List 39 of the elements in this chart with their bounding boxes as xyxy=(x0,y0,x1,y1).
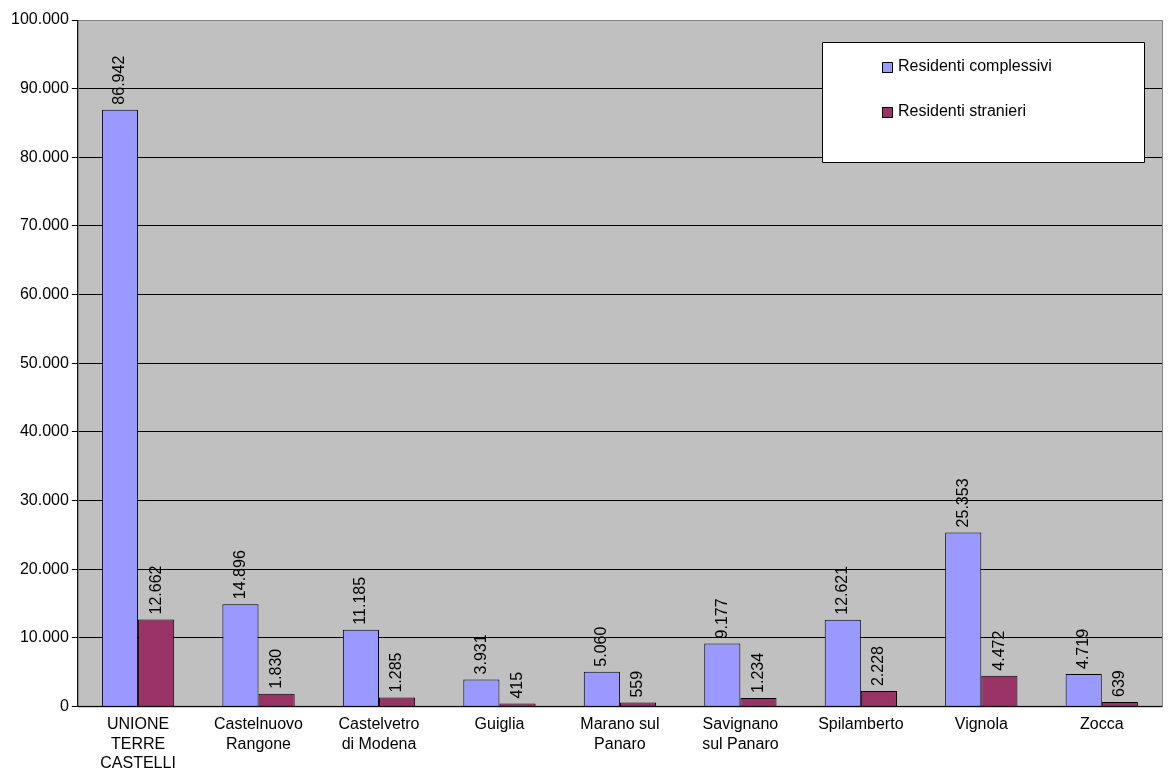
x-tick-label: Zocca xyxy=(1079,715,1124,733)
y-tick-label: 50.000 xyxy=(19,353,69,371)
data-label: 1.830 xyxy=(267,648,285,689)
data-label: 2.228 xyxy=(869,645,887,687)
x-tick-label: Castelnuovo Rangone xyxy=(214,715,304,752)
y-tick-label: 70.000 xyxy=(19,216,69,234)
data-label: 1.285 xyxy=(387,652,405,693)
y-tick-label: 20.000 xyxy=(19,559,69,577)
x-tick-label: Vignola xyxy=(954,715,1008,733)
data-label: 3.931 xyxy=(471,634,489,675)
data-label: 11.185 xyxy=(351,576,369,625)
x-tick-label: Castelvetro di Modena xyxy=(338,715,420,752)
data-label: 9.177 xyxy=(712,598,730,639)
y-tick-label: 40.000 xyxy=(19,422,69,440)
x-tick-label: Savignano sul Panaro xyxy=(702,715,779,752)
data-label: 14.896 xyxy=(230,550,248,600)
data-label: 4.719 xyxy=(1074,628,1092,670)
data-label: 5.060 xyxy=(592,626,610,667)
y-tick-label: 10.000 xyxy=(19,628,69,646)
x-tick-label: Spilamberto xyxy=(818,715,904,733)
y-tick-label: 30.000 xyxy=(19,490,69,508)
legend-label: Residenti complessivi xyxy=(898,57,1052,75)
data-label: 415 xyxy=(507,671,525,699)
y-tick-label: 60.000 xyxy=(19,284,69,302)
data-label: 559 xyxy=(628,670,646,698)
x-tick-label: Marano sul Panaro xyxy=(580,715,660,752)
data-label: 1.234 xyxy=(748,652,766,693)
y-tick-label: 100.000 xyxy=(10,10,69,28)
y-tick-label: 0 xyxy=(59,696,69,714)
data-label: 4.472 xyxy=(989,630,1007,671)
y-tick-label: 80.000 xyxy=(19,147,69,165)
y-tick-label: 90.000 xyxy=(19,79,69,97)
x-tick-label: UNIONE TERRE CASTELLI xyxy=(100,715,176,771)
x-tick-label: Guiglia xyxy=(474,715,525,733)
data-label: 639 xyxy=(1110,670,1128,698)
data-label: 12.662 xyxy=(146,565,164,615)
legend-label: Residenti stranieri xyxy=(898,102,1027,120)
data-label: 86.942 xyxy=(110,55,128,105)
data-label: 25.353 xyxy=(953,478,971,528)
